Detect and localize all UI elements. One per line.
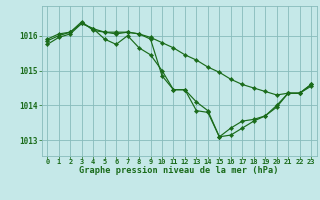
- X-axis label: Graphe pression niveau de la mer (hPa): Graphe pression niveau de la mer (hPa): [79, 166, 279, 175]
